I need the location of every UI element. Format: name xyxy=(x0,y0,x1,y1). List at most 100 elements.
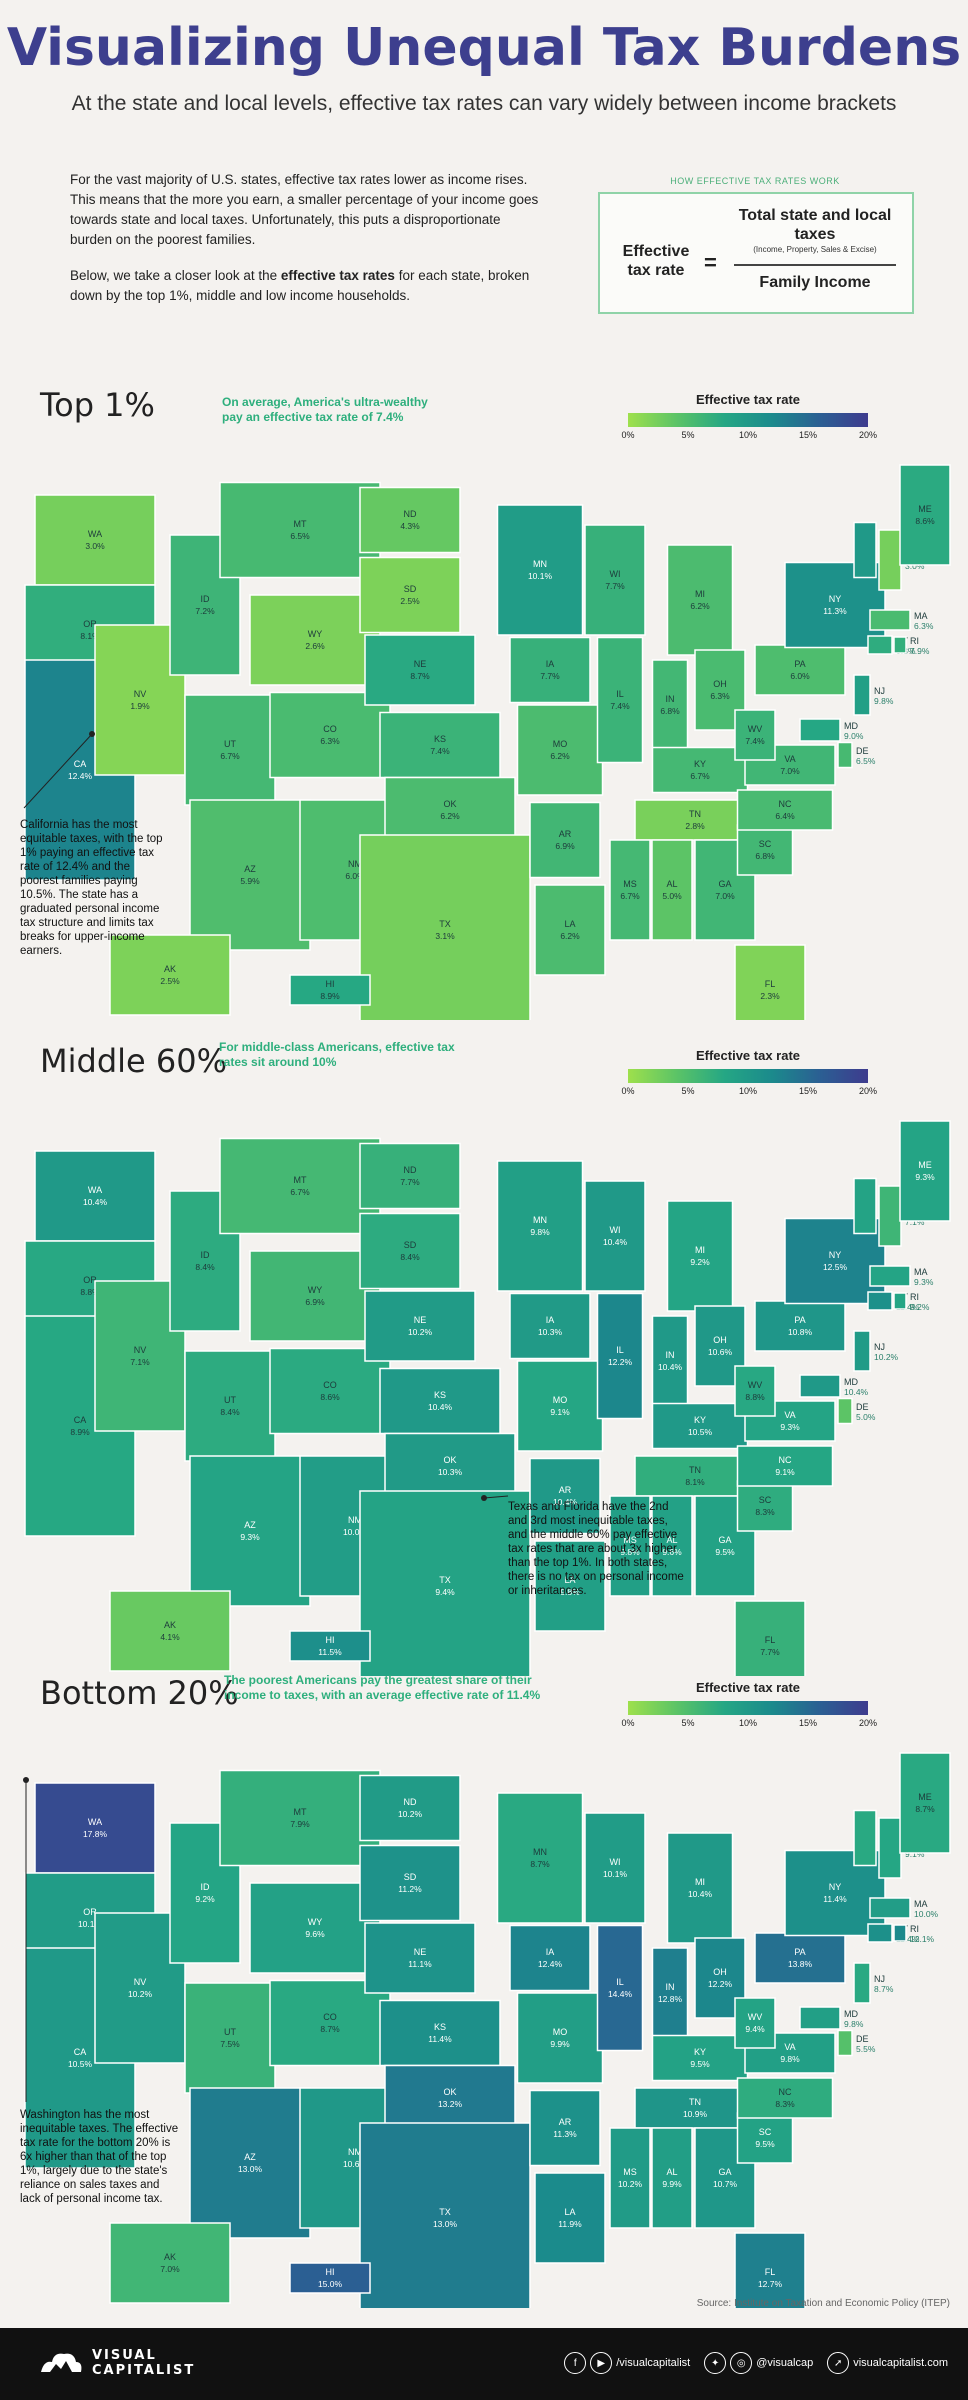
state-wv[interactable]: WV 7.4% xyxy=(734,709,776,761)
state-tn[interactable]: TN 2.8% xyxy=(634,799,756,841)
state-wy[interactable]: WY 2.6% xyxy=(249,594,381,686)
state-in[interactable]: IN 10.4% xyxy=(651,1315,689,1407)
state-co[interactable]: CO 8.6% xyxy=(269,1347,391,1435)
state-co[interactable]: CO 6.3% xyxy=(269,691,391,779)
state-va[interactable]: VA 9.8% xyxy=(744,2032,836,2074)
state-nj[interactable]: NJ8.7% xyxy=(853,1962,894,2004)
state-mt[interactable]: MT 7.9% xyxy=(219,1769,381,1867)
state-wv[interactable]: WV 8.8% xyxy=(734,1365,776,1417)
state-fl[interactable]: FL 7.7% xyxy=(734,1600,806,1676)
state-ks[interactable]: KS 11.4% xyxy=(379,1999,501,2067)
state-ks[interactable]: KS 10.4% xyxy=(379,1367,501,1435)
state-ak[interactable]: AK 7.0% xyxy=(109,2222,231,2304)
brand-logo[interactable]: VISUAL CAPITALIST xyxy=(38,2346,195,2380)
state-al[interactable]: AL 5.0% xyxy=(651,839,693,941)
state-ms[interactable]: MS 9.8% xyxy=(609,1495,651,1597)
state-sd[interactable]: SD 2.5% xyxy=(359,556,461,634)
state-ky[interactable]: KY 10.5% xyxy=(651,1402,749,1450)
state-sc[interactable]: SC 8.3% xyxy=(736,1480,794,1532)
state-mi[interactable]: MI 9.2% xyxy=(666,1200,734,1312)
state-ok[interactable]: OK 6.2% xyxy=(384,776,516,844)
state-me[interactable]: ME 9.3% xyxy=(899,1120,951,1222)
state-nd[interactable]: ND 7.7% xyxy=(359,1142,461,1210)
state-il[interactable]: IL 12.2% xyxy=(596,1292,644,1420)
state-hi[interactable]: HI 15.0% xyxy=(289,2262,371,2294)
state-wi[interactable]: WI 7.7% xyxy=(584,524,646,636)
state-ma[interactable]: MA6.3% xyxy=(869,609,934,631)
state-me[interactable]: ME 8.6% xyxy=(899,464,951,566)
website-link[interactable]: ➚ visualcapitalist.com xyxy=(827,2352,948,2374)
state-in[interactable]: IN 6.8% xyxy=(651,659,689,751)
state-tx[interactable]: TX 9.4% xyxy=(359,1490,531,1676)
state-mo[interactable]: MO 9.1% xyxy=(516,1360,604,1452)
state-wv[interactable]: WV 9.4% xyxy=(734,1997,776,2049)
state-nd[interactable]: ND 4.3% xyxy=(359,486,461,554)
state-nc[interactable]: NC 8.3% xyxy=(736,2077,834,2119)
state-az[interactable]: AZ 13.0% xyxy=(189,2087,311,2239)
state-co[interactable]: CO 8.7% xyxy=(269,1979,391,2067)
state-ne[interactable]: NE 10.2% xyxy=(364,1290,476,1362)
state-ne[interactable]: NE 11.1% xyxy=(364,1922,476,1994)
state-mt[interactable]: MT 6.5% xyxy=(219,481,381,579)
state-al[interactable]: AL 9.6% xyxy=(651,1495,693,1597)
state-pa[interactable]: PA 10.8% xyxy=(754,1300,846,1352)
state-il[interactable]: IL 14.4% xyxy=(596,1924,644,2052)
state-ia[interactable]: IA 10.3% xyxy=(509,1292,591,1360)
state-ms[interactable]: MS 6.7% xyxy=(609,839,651,941)
state-ar[interactable]: AR 10.4% xyxy=(529,1457,601,1535)
state-ar[interactable]: AR 11.3% xyxy=(529,2089,601,2167)
state-md[interactable]: MD9.8% xyxy=(799,2006,864,2030)
state-wy[interactable]: WY 6.9% xyxy=(249,1250,381,1342)
state-mn[interactable]: MN 10.1% xyxy=(496,504,584,636)
state-hi[interactable]: HI 11.5% xyxy=(289,1630,371,1662)
state-mo[interactable]: MO 6.2% xyxy=(516,704,604,796)
state-ut[interactable]: UT 8.4% xyxy=(184,1350,276,1462)
state-ma[interactable]: MA9.3% xyxy=(869,1265,934,1287)
state-wa[interactable]: WA 17.8% xyxy=(34,1782,156,1874)
state-tx[interactable]: TX 13.0% xyxy=(359,2122,531,2308)
state-pa[interactable]: PA 6.0% xyxy=(754,644,846,696)
state-sc[interactable]: SC 6.8% xyxy=(736,824,794,876)
state-nj[interactable]: NJ9.8% xyxy=(853,674,894,716)
state-ut[interactable]: UT 6.7% xyxy=(184,694,276,806)
state-la[interactable]: LA 11.9% xyxy=(534,2172,606,2264)
state-il[interactable]: IL 7.4% xyxy=(596,636,644,764)
state-sc[interactable]: SC 9.5% xyxy=(736,2112,794,2164)
state-az[interactable]: AZ 5.9% xyxy=(189,799,311,951)
state-mo[interactable]: MO 9.9% xyxy=(516,1992,604,2084)
state-in[interactable]: IN 12.8% xyxy=(651,1947,689,2039)
state-mn[interactable]: MN 9.8% xyxy=(496,1160,584,1292)
state-de[interactable]: DE5.5% xyxy=(837,2029,876,2057)
state-ok[interactable]: OK 13.2% xyxy=(384,2064,516,2132)
state-al[interactable]: AL 9.9% xyxy=(651,2127,693,2229)
state-md[interactable]: MD9.0% xyxy=(799,718,864,742)
state-ky[interactable]: KY 9.5% xyxy=(651,2034,749,2082)
state-id[interactable]: ID 8.4% xyxy=(169,1190,241,1332)
state-ia[interactable]: IA 12.4% xyxy=(509,1924,591,1992)
state-ak[interactable]: AK 2.5% xyxy=(109,934,231,1016)
state-tx[interactable]: TX 3.1% xyxy=(359,834,531,1020)
state-mi[interactable]: MI 6.2% xyxy=(666,544,734,656)
state-ms[interactable]: MS 10.2% xyxy=(609,2127,651,2229)
state-pa[interactable]: PA 13.8% xyxy=(754,1932,846,1984)
state-la[interactable]: LA 9.8% xyxy=(534,1540,606,1632)
state-ar[interactable]: AR 6.9% xyxy=(529,801,601,879)
state-ct[interactable]: CT8.3% xyxy=(867,635,916,656)
state-la[interactable]: LA 6.2% xyxy=(534,884,606,976)
state-va[interactable]: VA 7.0% xyxy=(744,744,836,786)
state-de[interactable]: DE5.0% xyxy=(837,1397,876,1425)
state-ky[interactable]: KY 6.7% xyxy=(651,746,749,794)
state-ok[interactable]: OK 10.3% xyxy=(384,1432,516,1500)
state-wa[interactable]: WA 3.0% xyxy=(34,494,156,586)
state-fl[interactable]: FL 2.3% xyxy=(734,944,806,1020)
state-ks[interactable]: KS 7.4% xyxy=(379,711,501,779)
state-ak[interactable]: AK 4.1% xyxy=(109,1590,231,1672)
state-ut[interactable]: UT 7.5% xyxy=(184,1982,276,2094)
state-wi[interactable]: WI 10.4% xyxy=(584,1180,646,1292)
state-wi[interactable]: WI 10.1% xyxy=(584,1812,646,1924)
state-ri[interactable]: RI9.2% xyxy=(893,1292,930,1312)
